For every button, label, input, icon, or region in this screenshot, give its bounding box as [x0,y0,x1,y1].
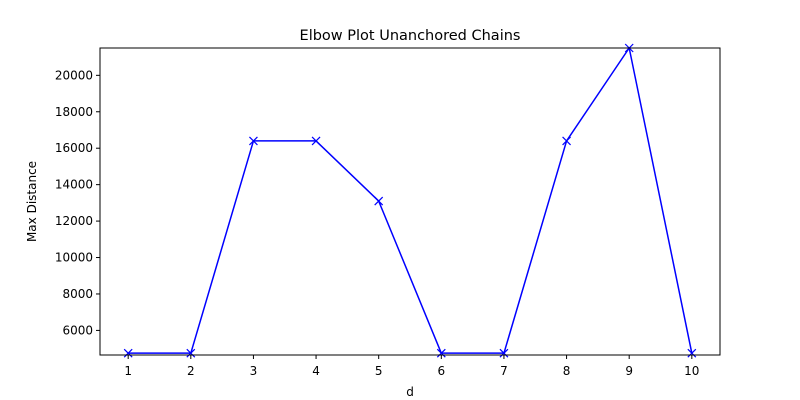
y-axis-ticks: 6000 8000 10000 12000 14000 16000 18000 20000 [55,68,100,337]
x-tick-label: 8 [563,364,571,378]
y-tick-label: 14000 [55,178,93,192]
data-point-marker [499,348,509,358]
data-point-marker [436,348,446,358]
y-axis-label: Max Distance [25,161,39,242]
x-tick-label: 3 [250,364,258,378]
y-tick-label: 16000 [55,141,93,155]
x-tick-label: 6 [437,364,445,378]
data-point-marker [249,136,258,146]
x-tick-label: 10 [684,364,699,378]
x-tick-label: 9 [625,364,633,378]
plot-frame [99,47,721,356]
x-tick-label: 7 [500,364,508,378]
data-point-marker [562,136,571,146]
data-point-marker [186,348,196,358]
y-tick-label: 8000 [62,287,93,301]
x-axis-ticks: 1 2 3 4 5 6 7 8 9 10 [124,355,699,378]
y-tick-label: 6000 [62,323,93,337]
y-tick-label: 10000 [55,251,93,265]
x-tick-label: 2 [187,364,195,378]
data-point-marker [374,196,384,206]
x-tick-label: 5 [375,364,383,378]
series-line [128,47,693,354]
chart-title: Elbow Plot Unanchored Chains [300,28,521,44]
y-tick-label: 12000 [55,214,93,228]
series-layer [123,43,697,358]
data-point-marker [123,348,133,358]
x-axis-label: d [406,385,414,399]
data-point-marker [311,136,321,146]
y-tick-label: 18000 [55,105,93,119]
x-tick-label: 1 [124,364,132,378]
y-tick-label: 20000 [55,68,93,82]
x-tick-label: 4 [312,364,320,378]
data-point-marker [687,348,697,358]
